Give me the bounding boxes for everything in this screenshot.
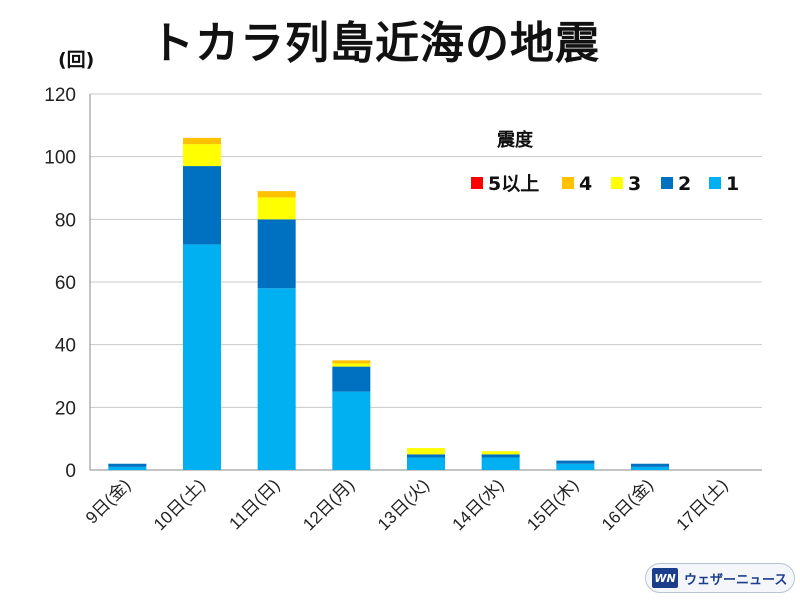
bar-segment: [332, 391, 371, 470]
x-tick-label: 15日(木): [523, 475, 582, 534]
bar-segment: [332, 360, 371, 364]
legend-swatch: [611, 177, 623, 189]
x-tick-label: 9日(金): [82, 475, 134, 527]
y-axis-unit-label: (回): [58, 49, 95, 71]
bar-segment: [183, 166, 221, 245]
x-tick-label: 13日(火): [374, 475, 433, 534]
y-tick-label: 120: [44, 85, 76, 106]
x-tick-label: 11日(日): [226, 475, 284, 533]
bar-segment: [407, 454, 445, 458]
weathernews-brand-badge: WN ウェザーニュース: [645, 563, 795, 593]
bar-segment: [257, 197, 296, 220]
legend-label: 4: [579, 173, 592, 195]
bar-segment: [183, 144, 221, 167]
y-tick-label: 40: [55, 336, 76, 357]
bar-segment: [481, 454, 520, 458]
bar-segment: [481, 451, 520, 455]
legend-swatch: [471, 177, 483, 189]
legend-swatch: [709, 177, 721, 189]
legend-label: 3: [628, 173, 641, 195]
x-tick-label: 12日(月): [299, 475, 358, 534]
bar-segment: [183, 137, 221, 145]
bar-segment: [631, 463, 669, 467]
bar-segment: [481, 457, 520, 470]
bar-segment: [257, 288, 296, 470]
legend-title: 震度: [497, 129, 534, 151]
y-tick-label: 100: [44, 148, 76, 169]
bar-segment: [332, 363, 371, 367]
y-tick-label: 80: [55, 210, 76, 231]
chart-title: トカラ列島近海の地震: [150, 18, 600, 69]
x-tick-label: 10日(土): [150, 475, 209, 534]
y-tick-label: 0: [65, 461, 76, 482]
bar-segment: [332, 366, 371, 392]
weathernews-logo-icon: WN: [652, 568, 678, 588]
bar-segment: [407, 448, 445, 455]
bar-segment: [257, 219, 296, 289]
bar-segment: [183, 244, 221, 470]
y-tick-label: 20: [55, 398, 76, 419]
bar-segment: [108, 463, 147, 467]
legend-label: 5以上: [488, 173, 539, 195]
bar-segment: [556, 463, 595, 470]
x-tick-label: 17日(土): [673, 475, 732, 534]
x-tick-label: 14日(水): [449, 475, 508, 534]
bar-segment: [257, 191, 296, 198]
y-tick-label: 60: [55, 273, 76, 294]
x-tick-label: 16日(金): [598, 475, 657, 534]
bar-segment: [108, 466, 147, 470]
legend-label: 1: [726, 173, 739, 195]
bar-segment: [407, 457, 445, 470]
bar-segment: [631, 466, 669, 470]
brand-name: ウェザーニュース: [684, 572, 788, 588]
legend-swatch: [661, 177, 673, 189]
legend-swatch: [562, 177, 574, 189]
bar-segment: [556, 460, 595, 464]
legend-label: 2: [678, 173, 691, 195]
